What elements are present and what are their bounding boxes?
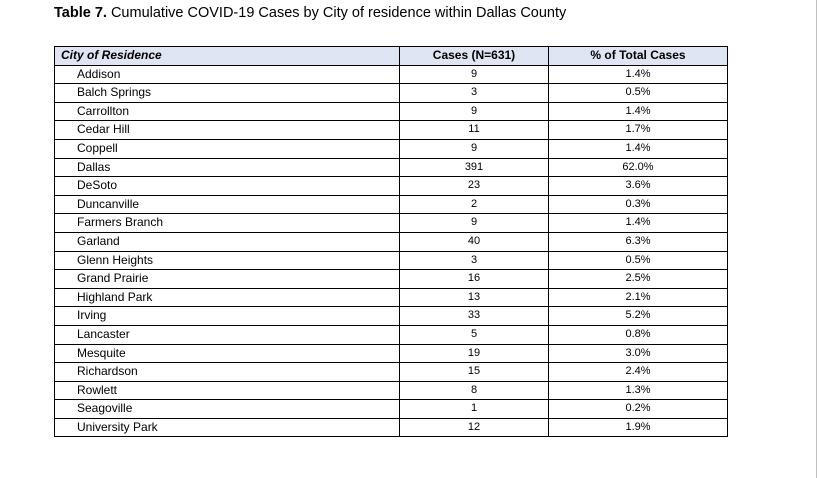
city-cell: Duncanville	[54, 194, 400, 215]
table-row: Dallas 391 62.0%	[54, 157, 728, 178]
table-row: Balch Springs 3 0.5%	[54, 83, 728, 103]
city-cell: Irving	[54, 306, 400, 326]
city-cell: Carrollton	[54, 101, 400, 122]
city-cell: DeSoto	[54, 176, 400, 196]
table-row: Irving 33 5.2%	[54, 306, 728, 326]
table-row: Grand Prairie 16 2.5%	[54, 269, 728, 289]
page-edge-rule	[816, 0, 817, 478]
table-row: Coppell 9 1.4%	[54, 138, 728, 159]
cases-cell: 19	[399, 343, 549, 364]
table-body: Addison 9 1.4% Balch Springs 3 0.5% Carrollton…	[54, 64, 728, 438]
cases-cell: 5	[399, 324, 549, 345]
cases-cell: 9	[399, 64, 549, 85]
city-cell: Dallas	[54, 157, 400, 178]
percent-cell: 6.3%	[548, 231, 728, 252]
table-row: Richardson 15 2.4%	[54, 362, 728, 382]
cases-cell: 391	[399, 157, 549, 178]
city-cell: Balch Springs	[54, 83, 400, 103]
table-row: Farmers Branch 9 1.4%	[54, 213, 728, 233]
city-cell: Addison	[54, 64, 400, 85]
city-cell: Cedar Hill	[54, 120, 400, 140]
percent-cell: 1.3%	[548, 380, 728, 401]
table-row: Garland 40 6.3%	[54, 231, 728, 252]
table-row: Highland Park 13 2.1%	[54, 287, 728, 308]
percent-cell: 2.1%	[548, 287, 728, 308]
percent-cell: 0.5%	[548, 83, 728, 103]
cases-cell: 12	[399, 417, 549, 438]
city-cell: Lancaster	[54, 324, 400, 345]
cases-cell: 15	[399, 362, 549, 382]
percent-cell: 0.2%	[548, 399, 728, 419]
percent-cell: 0.3%	[548, 194, 728, 215]
cases-cell: 9	[399, 138, 549, 159]
percent-cell: 5.2%	[548, 306, 728, 326]
table-row: Mesquite 19 3.0%	[54, 343, 728, 364]
city-cell: Mesquite	[54, 343, 400, 364]
percent-cell: 1.4%	[548, 64, 728, 85]
percent-cell: 3.0%	[548, 343, 728, 364]
cases-cell: 16	[399, 269, 549, 289]
table-row: Seagoville 1 0.2%	[54, 399, 728, 419]
city-cell: Grand Prairie	[54, 269, 400, 289]
cases-cell: 1	[399, 399, 549, 419]
cases-cell: 3	[399, 83, 549, 103]
percent-cell: 2.4%	[548, 362, 728, 382]
cases-cell: 3	[399, 250, 549, 271]
city-cell: University Park	[54, 417, 400, 438]
city-cell: Seagoville	[54, 399, 400, 419]
table-header-row: City of Residence Cases (N=631) % of Tot…	[54, 46, 728, 66]
covid-cases-table: City of Residence Cases (N=631) % of Tot…	[54, 46, 728, 438]
table-number-label: Table 7.	[54, 5, 107, 21]
table-row: Cedar Hill 11 1.7%	[54, 120, 728, 140]
city-cell: Rowlett	[54, 380, 400, 401]
table-row: DeSoto 23 3.6%	[54, 176, 728, 196]
percent-cell: 0.5%	[548, 250, 728, 271]
cases-cell: 2	[399, 194, 549, 215]
city-cell: Highland Park	[54, 287, 400, 308]
cases-cell: 23	[399, 176, 549, 196]
cases-cell: 9	[399, 213, 549, 233]
percent-cell: 0.8%	[548, 324, 728, 345]
table-row: University Park 12 1.9%	[54, 417, 728, 438]
cases-cell: 11	[399, 120, 549, 140]
table-row: Rowlett 8 1.3%	[54, 380, 728, 401]
city-cell: Glenn Heights	[54, 250, 400, 271]
table-row: Addison 9 1.4%	[54, 64, 728, 85]
table-caption: Table 7. Cumulative COVID-19 Cases by Ci…	[54, 5, 566, 21]
percent-cell: 1.4%	[548, 101, 728, 122]
header-city-of-residence: City of Residence	[54, 46, 400, 66]
percent-cell: 1.4%	[548, 138, 728, 159]
cases-cell: 33	[399, 306, 549, 326]
table-row: Glenn Heights 3 0.5%	[54, 250, 728, 271]
table-caption-text: Cumulative COVID-19 Cases by City of res…	[106, 5, 567, 21]
table-row: Duncanville 2 0.3%	[54, 194, 728, 215]
cases-cell: 9	[399, 101, 549, 122]
percent-cell: 1.4%	[548, 213, 728, 233]
city-cell: Coppell	[54, 138, 400, 159]
header-percent-of-total: % of Total Cases	[548, 46, 728, 66]
city-cell: Garland	[54, 231, 400, 252]
table-row: Carrollton 9 1.4%	[54, 101, 728, 122]
percent-cell: 1.9%	[548, 417, 728, 438]
percent-cell: 3.6%	[548, 176, 728, 196]
percent-cell: 2.5%	[548, 269, 728, 289]
percent-cell: 1.7%	[548, 120, 728, 140]
header-cases: Cases (N=631)	[399, 46, 549, 66]
table-row: Lancaster 5 0.8%	[54, 324, 728, 345]
city-cell: Richardson	[54, 362, 400, 382]
city-cell: Farmers Branch	[54, 213, 400, 233]
cases-cell: 8	[399, 380, 549, 401]
cases-cell: 40	[399, 231, 549, 252]
percent-cell: 62.0%	[548, 157, 728, 178]
cases-cell: 13	[399, 287, 549, 308]
